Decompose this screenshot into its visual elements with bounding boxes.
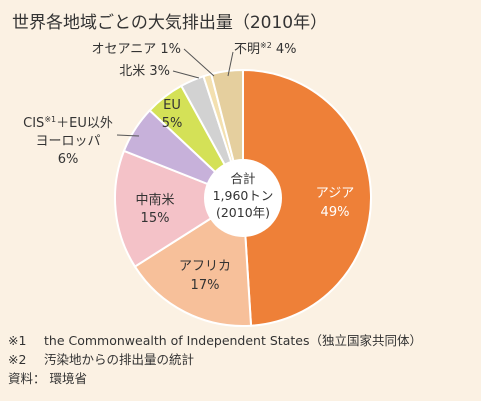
label-oceania: オセアニア 1%	[92, 42, 182, 57]
label-asia-pct: 49%	[321, 205, 350, 220]
label-africa-pct: 17%	[191, 278, 220, 293]
label-latam-name: 中南米	[135, 192, 174, 208]
label-cis-b: ＋EU以外	[56, 116, 113, 131]
label-asia-name: アジア	[316, 186, 354, 201]
label-africa-name: アフリカ	[179, 259, 231, 274]
label-cis-line1: CIS※1＋EU以外	[23, 115, 113, 131]
source-text: 環境省	[49, 371, 88, 386]
leader-line-oceania	[183, 48, 215, 77]
footnotes: ※1 the Commonwealth of Independent States…	[8, 331, 422, 388]
center-total-value: 1,960トン	[213, 188, 274, 203]
center-total-label: 合計	[230, 171, 255, 186]
leader-line-unknown	[227, 51, 234, 77]
chart-title: 世界各地域ごとの大気排出量（2010年）	[12, 13, 328, 33]
label-eu-name: EU	[163, 98, 181, 113]
label-unknown: 不明※2 4%	[234, 41, 296, 57]
label-cis-pct: 6%	[58, 152, 79, 167]
label-unknown-sup: ※2	[260, 41, 272, 50]
footnote-1-text: the Commonwealth of Independent States（独…	[44, 333, 422, 348]
label-eu-pct: 5%	[162, 116, 183, 131]
leader-lines	[116, 48, 234, 137]
pie-slice-0	[242, 68, 372, 327]
footnote-2-text: 汚染地からの排出量の統計	[44, 352, 195, 367]
label-north-america: 北米 3%	[119, 64, 170, 79]
source-label: 資料：	[8, 371, 46, 386]
label-cis-a: CIS	[23, 116, 44, 131]
leader-line-cis	[116, 134, 140, 137]
leader-line-north-america	[172, 70, 200, 79]
label-cis-sup: ※1	[44, 115, 56, 124]
label-latam-pct: 15%	[141, 211, 170, 226]
footnote-2-mark: ※2	[8, 352, 27, 367]
label-cis-line2: ヨーロッパ	[35, 134, 100, 149]
footnote-1: ※1 the Commonwealth of Independent States…	[8, 331, 422, 350]
label-unknown-name: 不明	[234, 42, 260, 57]
pie-slice-2	[114, 149, 246, 268]
pie-center-hole	[204, 159, 282, 237]
center-total-year: (2010年)	[216, 205, 270, 220]
label-unknown-pct: 4%	[276, 42, 297, 57]
footnote-1-mark: ※1	[8, 333, 27, 348]
footnote-2: ※2 汚染地からの排出量の統計	[8, 350, 422, 369]
source-note: 資料： 環境省	[8, 369, 422, 388]
